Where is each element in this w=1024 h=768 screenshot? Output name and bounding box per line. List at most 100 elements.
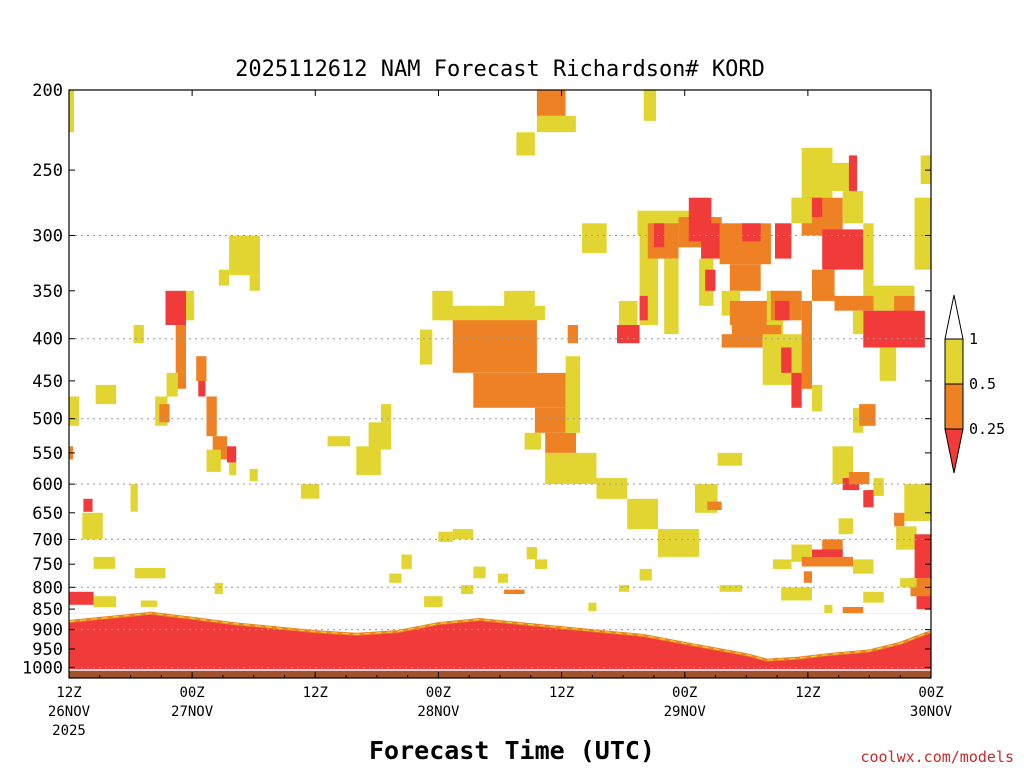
ri-cell-mid	[206, 396, 217, 437]
ri-cell-mid	[545, 432, 576, 453]
ri-cell-low	[69, 591, 94, 605]
ri-cell-mid	[842, 607, 864, 614]
ri-cell-high	[95, 384, 117, 405]
ri-cell-high	[838, 518, 853, 535]
ri-cell-high	[853, 310, 864, 335]
ri-cell-high	[166, 372, 178, 397]
x-tick-label: 2025	[52, 723, 86, 739]
ri-cell-high	[381, 404, 392, 423]
ri-cell-high	[824, 604, 833, 614]
ri-cell-low	[653, 223, 665, 248]
ri-cell-high	[452, 529, 474, 540]
y-tick-label: 850	[32, 600, 63, 620]
y-tick-label: 750	[32, 555, 63, 575]
ri-cell-high	[565, 356, 581, 433]
ri-cell-low	[916, 596, 931, 610]
ri-cell-mid	[848, 472, 870, 485]
ri-cell-mid	[159, 404, 170, 423]
ri-cell-high	[389, 573, 402, 583]
legend-label: 0.25	[969, 420, 1005, 438]
x-tick-label: 00Z	[179, 685, 204, 701]
ri-cell-high	[356, 446, 381, 475]
y-tick-label: 650	[32, 504, 63, 524]
x-tick-label: 12Z	[56, 685, 81, 701]
legend-swatch-bottom	[944, 428, 964, 474]
ri-cell-high	[658, 529, 699, 557]
ri-cell-high	[214, 582, 223, 594]
ri-cell-high	[218, 269, 230, 286]
ri-cell-mid	[721, 334, 763, 348]
ri-cell-high	[497, 573, 509, 583]
ri-cell-high	[186, 290, 195, 321]
legend: 1 0.5 0.25	[944, 294, 1005, 474]
legend-label: 1	[969, 330, 978, 348]
y-tick-label: 350	[32, 282, 63, 302]
ri-cell-high	[401, 554, 412, 569]
x-tick-label: 12Z	[303, 685, 328, 701]
plot-area	[68, 90, 932, 678]
ri-cell-low	[701, 223, 722, 259]
ri-cell-high	[914, 197, 931, 270]
ri-cell-mid	[707, 501, 722, 510]
ri-cell-mid	[729, 300, 771, 325]
ri-cell-high	[534, 559, 548, 569]
ri-cell-high	[424, 596, 443, 607]
y-tick-label: 900	[32, 621, 63, 641]
ri-cell-low	[863, 310, 925, 348]
ri-cell-low	[83, 498, 93, 512]
ri-cell-high	[300, 484, 320, 499]
legend-label: 0.5	[969, 375, 996, 393]
x-tick-label: 00Z	[672, 685, 697, 701]
ri-cell-high	[545, 452, 597, 485]
y-tick-label: 300	[32, 227, 63, 247]
y-tick-label: 200	[32, 81, 63, 101]
ri-cell-mid	[567, 325, 578, 344]
ri-cell-mid	[803, 571, 812, 583]
ri-cell-high	[639, 568, 652, 581]
ri-cell-mid	[859, 404, 876, 426]
ri-cell-high	[438, 531, 453, 542]
ri-cell-high	[863, 591, 884, 603]
ri-cell-high	[93, 556, 116, 569]
y-tick-label: 1000	[22, 658, 63, 678]
ri-cell-mid	[177, 372, 186, 389]
ri-cell-mid	[801, 300, 812, 389]
ri-cell-high	[879, 347, 897, 381]
y-tick-label: 600	[32, 475, 63, 495]
x-tick-label: 00Z	[918, 685, 943, 701]
x-tick-label: 26NOV	[48, 704, 91, 720]
ri-cell-high	[327, 436, 351, 447]
ri-cell-high	[504, 290, 535, 316]
ri-cell-low	[705, 269, 716, 291]
ri-cell-mid	[196, 356, 207, 381]
ri-cell-mid	[834, 295, 874, 311]
ri-cell-high	[82, 512, 103, 540]
ri-cell-high	[536, 115, 576, 133]
ri-cell-high	[873, 478, 884, 496]
y-tick-label: 950	[32, 640, 63, 660]
ri-cell-mid	[175, 325, 186, 373]
ri-cell-low	[822, 229, 864, 270]
ri-cell-high	[801, 147, 833, 198]
x-tick-label: 27NOV	[171, 704, 214, 720]
ri-cell-high	[93, 596, 117, 607]
ri-cell-low	[863, 490, 874, 508]
ri-cell-low	[848, 155, 858, 191]
ri-cell-high	[229, 235, 260, 276]
ri-cell-low	[775, 300, 790, 321]
ri-cell-high	[461, 585, 474, 594]
ri-cell-high	[249, 468, 258, 482]
ri-cell-low	[775, 223, 792, 259]
ri-cell-high	[249, 275, 260, 291]
y-tick-label: 550	[32, 444, 63, 464]
credit-text: coolwx.com/models	[860, 748, 1014, 766]
ground-layer	[69, 670, 931, 678]
ri-cell-high	[420, 329, 433, 365]
ri-cell-low	[227, 446, 237, 463]
ri-cell-low	[914, 534, 931, 579]
ri-cell-high	[812, 384, 823, 412]
x-tick-label: 29NOV	[664, 704, 707, 720]
ri-cell-high	[863, 223, 874, 301]
chart-title: 2025112612 NAM Forecast Richardson# KORD	[235, 57, 765, 82]
